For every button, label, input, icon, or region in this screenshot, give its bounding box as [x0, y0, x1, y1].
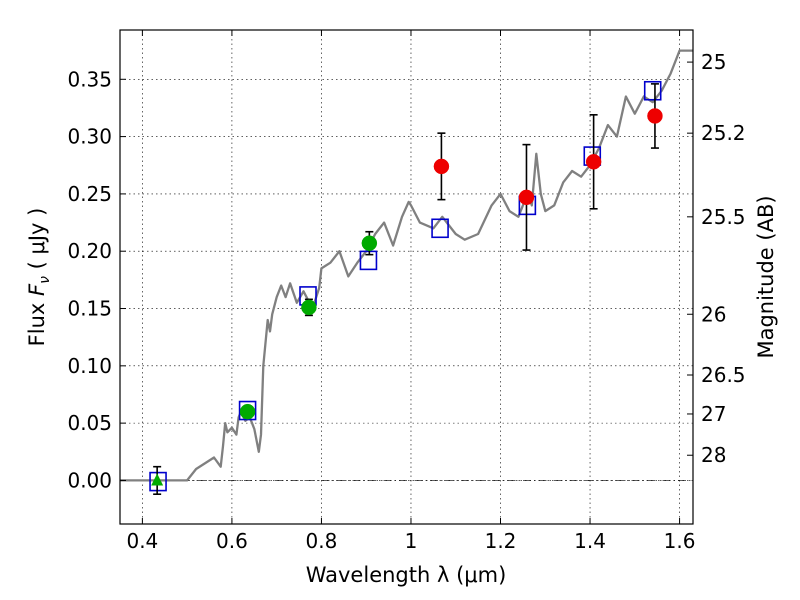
y-axis-title-subscript: ν: [37, 276, 53, 284]
model-photometry-square: [431, 218, 449, 239]
observed-flux-point: [301, 299, 317, 316]
observed-flux-point: [647, 108, 663, 124]
y-axis-title-symbol: F: [25, 283, 49, 296]
y-tick-label: 0.00: [67, 468, 112, 492]
y2-tick-label: 26.5: [701, 363, 746, 387]
y-tick-label: 0.20: [67, 239, 112, 263]
x-tick-label: 0.8: [306, 529, 338, 553]
axis-ticks: 0.4 0.6 0.8 1 1.2 1.4 1.6 0.00 0.05 0.10 0.15 0.20 0…: [67, 30, 746, 553]
y-axis-title-prefix: Flux: [25, 296, 49, 346]
y-axis-title: Flux Fν ( μJy ): [25, 208, 53, 347]
y-tick-label: 0.05: [67, 411, 112, 435]
x-tick-label: 0.6: [216, 529, 248, 553]
y2-tick-label: 26: [701, 302, 726, 326]
y-axis-title-suffix: ( μJy ): [25, 208, 49, 276]
y2-tick-label: 25.2: [701, 121, 746, 145]
observed-flux-point: [518, 189, 535, 206]
x-tick-label: 1.4: [574, 529, 606, 553]
x-tick-label: 1.6: [664, 529, 696, 553]
y2-tick-label: 28: [701, 443, 726, 467]
observed-flux-triangle: [151, 473, 164, 486]
x-tick-label: 0.4: [126, 529, 158, 553]
y2-tick-label: 25.5: [701, 205, 746, 229]
y-tick-label: 0.10: [67, 354, 112, 378]
y2-axis-title: Magnitude (AB): [754, 195, 778, 358]
model-photometry-square: [643, 80, 662, 101]
observed-flux-point: [585, 154, 602, 170]
y-tick-label: 0.30: [67, 125, 112, 149]
y2-tick-label: 27: [701, 402, 726, 426]
model-photometry-square: [359, 250, 378, 271]
y-tick-label: 0.35: [67, 67, 112, 91]
model-photometry-square: [238, 400, 257, 421]
observed-flux-point: [361, 235, 378, 251]
y-tick-label: 0.15: [67, 297, 112, 321]
observed-flux-point: [433, 158, 450, 175]
x-axis-title: Wavelength λ (μm): [306, 563, 507, 587]
model-photometry-square: [149, 471, 167, 492]
plot-frame: [119, 29, 694, 525]
x-tick-label: 1.2: [485, 529, 517, 553]
y2-tick-label: 25: [701, 50, 726, 74]
observed-flux-point: [239, 403, 256, 420]
plot-area: [120, 49, 693, 495]
x-tick-label: 1: [405, 529, 418, 553]
y-tick-label: 0.25: [67, 182, 112, 206]
